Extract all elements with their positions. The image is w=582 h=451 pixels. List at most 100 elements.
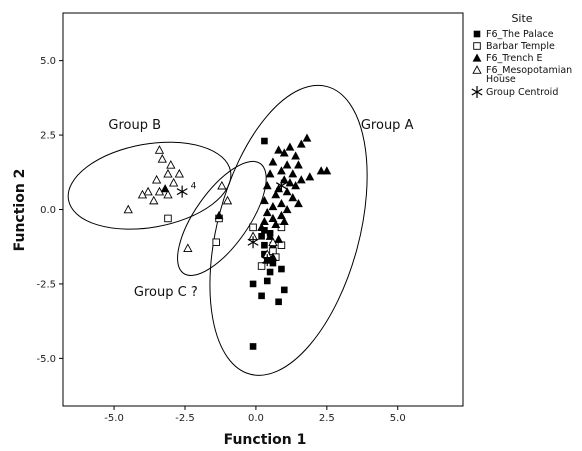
data-point [258, 232, 265, 240]
data-point [277, 210, 286, 220]
data-point [160, 184, 170, 193]
data-point [258, 292, 265, 300]
legend-marker [473, 30, 481, 38]
x-tick-label: 0.0 [248, 413, 264, 424]
data-point [277, 199, 286, 208]
data-point [247, 236, 259, 249]
data-point [214, 210, 224, 220]
data-point [249, 343, 257, 350]
legend-marker [472, 53, 482, 62]
group-ellipse [209, 84, 368, 376]
data-point [168, 177, 179, 187]
group-ellipse [67, 141, 232, 230]
data-point [163, 189, 173, 199]
data-point [154, 145, 165, 154]
data-point [271, 219, 281, 229]
legend-marker [473, 42, 481, 50]
y-tick-label: -5.0 [36, 354, 56, 365]
data-point [279, 175, 289, 184]
legend-title: Site [511, 12, 532, 25]
data-point [268, 157, 278, 166]
y-axis-title: Function 2 [12, 169, 28, 252]
data-point [212, 238, 220, 246]
data-point [166, 159, 176, 169]
data-point [151, 174, 162, 184]
legend-marker [472, 65, 482, 74]
data-point [291, 181, 301, 190]
data-point [249, 223, 257, 232]
y-tick-label: 5.0 [40, 56, 56, 67]
annotation-label: Group B [108, 118, 161, 133]
data-point [277, 166, 286, 175]
group-ellipse [177, 160, 267, 276]
data-point [275, 179, 287, 192]
legend-label: Group Centroid [486, 87, 558, 98]
data-point [269, 259, 277, 267]
data-point [164, 214, 172, 223]
data-point [217, 180, 227, 190]
data-point [274, 234, 284, 243]
data-point [279, 148, 289, 157]
data-point [137, 189, 148, 199]
data-point [261, 137, 268, 145]
y-tick-label: 2.5 [40, 131, 56, 142]
data-point [282, 204, 292, 214]
data-point [288, 193, 298, 202]
data-point [176, 185, 188, 198]
group-ellipses [67, 84, 368, 376]
data-point [285, 142, 295, 151]
data-point [279, 216, 289, 226]
data-point [268, 213, 278, 223]
annotation-label: 4 [191, 182, 197, 192]
plot-frame [62, 12, 464, 407]
data-point [268, 201, 278, 211]
legend-label: F6_Mesopotamian [486, 65, 572, 76]
data-point [149, 195, 159, 205]
series-f6-mesopotamian-house [123, 145, 278, 258]
data-point [249, 280, 257, 288]
x-tick-label: -5.0 [104, 413, 124, 424]
data-point [143, 186, 153, 196]
data-point [280, 286, 288, 294]
data-point [266, 268, 274, 276]
y-tick-label: 0.0 [40, 205, 56, 216]
data-point [262, 207, 272, 217]
data-point [288, 169, 298, 178]
data-point [271, 190, 281, 199]
x-axis-title: Function 1 [224, 432, 307, 448]
data-points [123, 133, 332, 350]
data-point [222, 195, 233, 205]
data-point [275, 298, 282, 306]
data-point [274, 145, 284, 154]
data-point [296, 175, 306, 184]
data-point [294, 199, 303, 208]
data-point [263, 277, 271, 285]
data-point [261, 241, 268, 249]
data-point [265, 231, 275, 240]
annotation-label: Group C ? [134, 285, 198, 300]
axis-ticks: -5.0 -2.5 0.0 2.5 5.0 5.0 2.5 0.0 -2.5 -5.0 [36, 56, 405, 424]
data-point [265, 169, 275, 178]
data-point [278, 265, 285, 273]
data-point [296, 139, 306, 148]
data-point [277, 241, 286, 249]
data-point [291, 151, 301, 160]
data-point [261, 250, 268, 258]
data-point [157, 154, 167, 163]
data-point [183, 243, 193, 252]
y-tick-label: -2.5 [36, 279, 56, 290]
annotation-label: Group A [361, 118, 414, 133]
data-point [261, 254, 273, 267]
data-point [257, 262, 266, 270]
data-point [294, 160, 303, 169]
annotations: Group B Group A Group C ? 4 [108, 118, 413, 300]
data-point [174, 168, 184, 178]
data-point [302, 133, 312, 142]
legend-label-cont: House [486, 74, 516, 85]
data-point [163, 168, 173, 178]
legend-label: Barbar Temple [486, 41, 555, 52]
x-tick-label: -2.5 [175, 413, 195, 424]
legend-label: F6_The Palace [486, 29, 554, 40]
data-point [257, 222, 266, 231]
